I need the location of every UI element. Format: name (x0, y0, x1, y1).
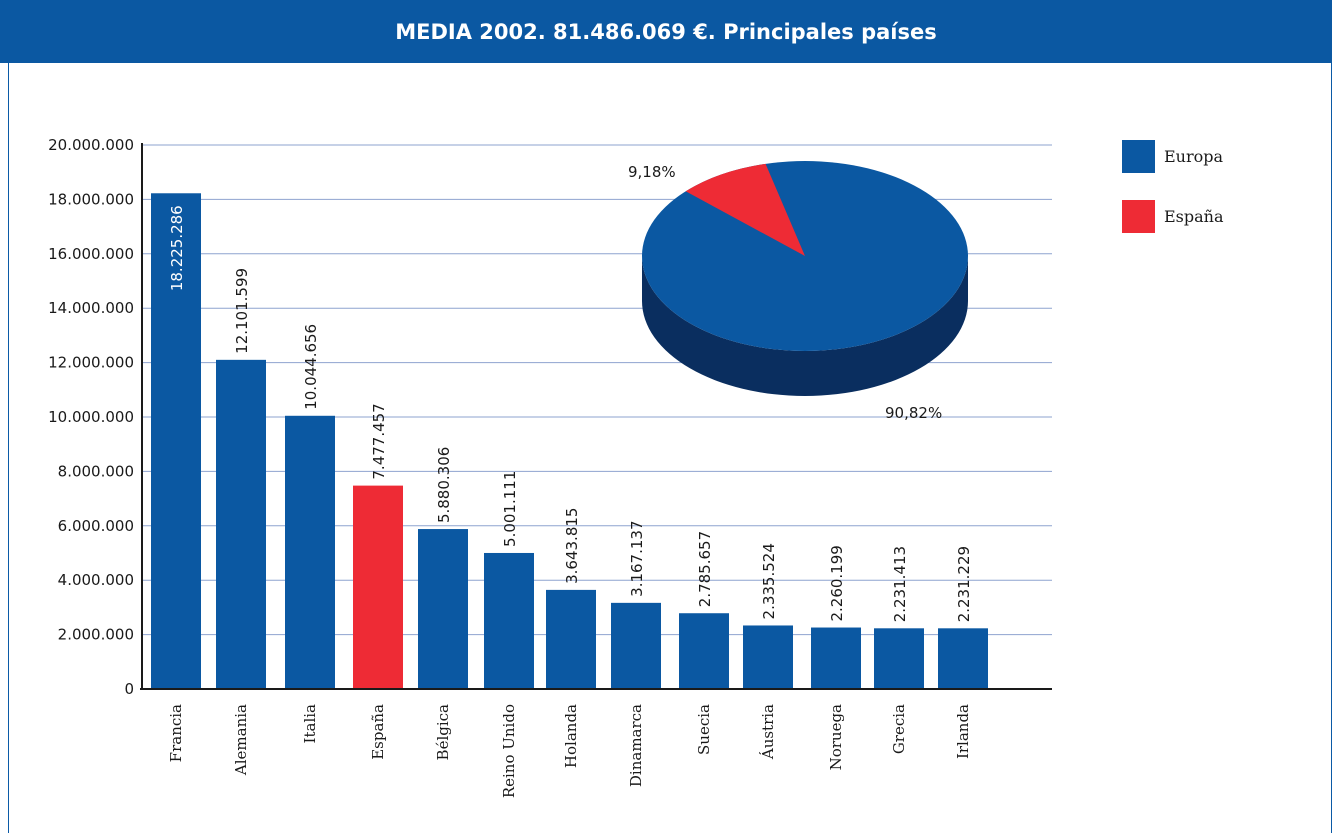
y-tick-label: 0 (124, 680, 134, 698)
y-tick-label: 12.000.000 (48, 354, 134, 372)
pie-label-espana: 9,18% (628, 163, 676, 181)
bar-12 (938, 628, 988, 689)
chart-header: MEDIA 2002. 81.486.069 €. Principales pa… (0, 0, 1332, 63)
y-tick-label: 10.000.000 (48, 408, 134, 426)
category-label: Bélgica (434, 704, 452, 760)
bar-1 (216, 359, 266, 689)
category-label: Irlanda (954, 704, 972, 759)
bar-value-label: 5.880.306 (435, 447, 453, 523)
legend-label: Europa (1164, 147, 1224, 166)
bar-value-label: 2.231.229 (955, 546, 973, 622)
legend-swatch (1122, 140, 1155, 173)
bar-3 (353, 485, 403, 689)
category-label: Italia (301, 704, 319, 743)
bar-5 (484, 552, 534, 689)
y-tick-label: 4.000.000 (58, 571, 134, 589)
y-tick-label: 8.000.000 (58, 462, 134, 480)
category-label: Áustria (759, 704, 777, 760)
bar-value-label: 7.477.457 (370, 403, 388, 479)
bar-value-label: 2.785.657 (696, 531, 714, 607)
bar-value-label: 2.335.524 (760, 543, 778, 619)
bar-value-label: 2.260.199 (828, 545, 846, 621)
bar-value-label: 2.231.413 (891, 546, 909, 622)
bar-2 (285, 415, 335, 689)
y-tick-label: 2.000.000 (58, 626, 134, 644)
bar-0 (151, 193, 201, 689)
legend-label: España (1164, 207, 1224, 226)
category-label: Francia (167, 704, 185, 762)
bar-10 (811, 627, 861, 689)
bar-value-label: 10.044.656 (302, 324, 320, 410)
y-tick-label: 14.000.000 (48, 299, 134, 317)
category-label: Dinamarca (627, 704, 645, 787)
category-label: Grecia (890, 704, 908, 754)
bar-value-label: 12.101.599 (233, 268, 251, 354)
category-label: Suecia (695, 704, 713, 755)
bar-7 (611, 602, 661, 689)
bar-4 (418, 529, 468, 689)
y-tick-label: 6.000.000 (58, 517, 134, 535)
category-label: Holanda (562, 704, 580, 768)
bar-6 (546, 589, 596, 689)
y-tick-label: 20.000.000 (48, 136, 134, 154)
bar-value-label: 5.001.111 (501, 471, 519, 547)
pie-side (642, 256, 968, 396)
pie-label-europa: 90,82% (885, 404, 942, 422)
bar-9 (743, 625, 793, 689)
y-tick-label: 18.000.000 (48, 190, 134, 208)
bar-value-label: 18.225.286 (168, 205, 186, 291)
pie-slice-espana (685, 163, 805, 256)
legend-swatch (1122, 200, 1155, 233)
category-label: Alemania (232, 704, 250, 776)
bar-8 (679, 613, 729, 689)
category-label: Noruega (827, 704, 845, 770)
y-tick-label: 16.000.000 (48, 245, 134, 263)
bar-value-label: 3.643.815 (563, 508, 581, 584)
chart-title: MEDIA 2002. 81.486.069 €. Principales pa… (395, 19, 937, 44)
category-label: Reino Unido (500, 704, 518, 798)
category-label: España (369, 704, 387, 760)
bar-value-label: 3.167.137 (628, 521, 646, 597)
bar-11 (874, 628, 924, 689)
